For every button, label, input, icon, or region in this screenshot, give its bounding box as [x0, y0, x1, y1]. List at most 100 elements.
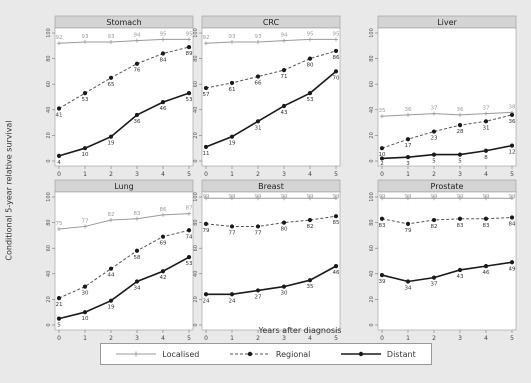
y-tick-label-lung-100: 100 — [46, 192, 52, 202]
data-label-stomach-distant-3: 36 — [134, 119, 141, 125]
y-tick-label-breast-20: 20 — [193, 296, 199, 302]
point-stomach-localised-2 — [109, 39, 113, 44]
data-label-prostate-localised-5: 99 — [509, 194, 516, 200]
x-tick-label-stomach-5: 5 — [187, 171, 191, 178]
x-axis-title: Years after diagnosis — [258, 326, 342, 335]
y-tick-label-liver-20: 20 — [369, 132, 375, 138]
data-label-prostate-localised-1: 99 — [405, 194, 412, 200]
y-tick-label-lung-80: 80 — [46, 219, 52, 225]
data-label-stomach-localised-5: 95 — [186, 31, 193, 37]
point-lung-localised-3 — [135, 216, 139, 221]
data-label-prostate-regional-0: 83 — [379, 223, 386, 229]
point-crc-distant-2 — [255, 119, 261, 124]
data-label-breast-localised-5: 99 — [333, 194, 340, 200]
point-breast-localised-2 — [256, 196, 260, 201]
point-lung-distant-5 — [186, 255, 192, 260]
point-lung-localised-0 — [57, 227, 61, 231]
data-label-stomach-regional-2: 65 — [108, 82, 115, 88]
point-liver-localised-0 — [380, 114, 384, 119]
point-liver-distant-0 — [379, 156, 385, 161]
data-label-breast-distant-4: 35 — [307, 284, 314, 290]
data-label-breast-regional-2: 77 — [255, 230, 262, 236]
data-label-liver-regional-4: 31 — [483, 125, 490, 131]
x-tick-label-prostate-1: 1 — [406, 335, 410, 342]
y-tick-label-stomach-80: 80 — [46, 55, 52, 61]
point-breast-regional-3 — [281, 220, 287, 225]
y-tick-label-lung-0: 0 — [46, 323, 52, 326]
panel-stomach: Stomach 0 20 40 60 80 100 0 1 2 3 4 5 92 93 93 94 95 95 41 5… — [46, 15, 194, 178]
data-label-lung-localised-4: 86 — [160, 207, 167, 213]
x-tick-label-prostate-0: 0 — [380, 335, 384, 342]
x-tick-label-liver-5: 5 — [510, 171, 514, 178]
x-tick-label-breast-4: 4 — [308, 335, 312, 342]
x-tick-label-breast-2: 2 — [256, 335, 260, 342]
data-label-prostate-localised-2: 99 — [431, 194, 438, 200]
data-label-liver-localised-4: 37 — [483, 106, 490, 112]
data-label-breast-localised-1: 99 — [229, 194, 236, 200]
plot-area-breast — [201, 191, 341, 331]
x-tick-label-liver-1: 1 — [406, 171, 410, 178]
data-label-crc-localised-1: 93 — [229, 34, 236, 40]
data-label-crc-distant-2: 31 — [255, 125, 262, 131]
legend-label-localised: Localised — [162, 349, 200, 359]
point-prostate-regional-4 — [483, 216, 489, 221]
data-label-prostate-regional-2: 82 — [431, 224, 438, 230]
point-prostate-regional-5 — [509, 215, 515, 220]
legend-symbol-regional — [229, 351, 270, 357]
point-liver-distant-2 — [431, 152, 437, 157]
point-crc-distant-4 — [307, 91, 313, 96]
point-crc-regional-2 — [255, 74, 261, 79]
data-label-crc-distant-1: 19 — [229, 141, 236, 147]
point-stomach-regional-0 — [56, 106, 62, 111]
point-prostate-distant-5 — [509, 260, 515, 265]
data-label-liver-distant-1: 3 — [406, 161, 410, 167]
point-prostate-localised-2 — [432, 196, 436, 201]
x-tick-label-liver-3: 3 — [458, 171, 462, 178]
point-stomach-distant-5 — [186, 91, 192, 96]
y-tick-label-stomach-100: 100 — [46, 28, 52, 38]
data-label-lung-distant-4: 42 — [160, 275, 167, 281]
point-breast-distant-5 — [333, 264, 339, 269]
point-lung-regional-3 — [134, 248, 140, 253]
point-lung-distant-4 — [160, 269, 166, 274]
y-tick-label-stomach-20: 20 — [46, 132, 52, 138]
point-stomach-localised-1 — [83, 39, 87, 44]
data-label-liver-regional-5: 36 — [509, 119, 516, 125]
point-liver-distant-5 — [509, 143, 515, 148]
x-tick-label-crc-0: 0 — [204, 171, 208, 178]
point-breast-localised-3 — [282, 196, 286, 201]
panel-title-lung: Lung — [114, 182, 134, 191]
x-tick-label-crc-1: 1 — [230, 171, 234, 178]
legend-symbol-localised — [116, 351, 157, 357]
series-line-breast-distant — [206, 265, 337, 296]
point-breast-localised-1 — [230, 196, 234, 201]
y-tick-label-crc-0: 0 — [193, 159, 199, 162]
point-liver-localised-1 — [406, 112, 410, 117]
data-label-lung-distant-2: 19 — [108, 305, 115, 311]
data-label-breast-localised-0: 99 — [203, 194, 210, 200]
data-label-breast-regional-3: 80 — [281, 227, 288, 233]
point-stomach-localised-4 — [161, 37, 165, 42]
x-tick-label-crc-5: 5 — [334, 171, 338, 178]
point-liver-regional-3 — [457, 123, 463, 128]
data-label-prostate-regional-3: 83 — [457, 223, 464, 229]
data-label-liver-distant-5: 12 — [509, 150, 516, 156]
point-breast-localised-4 — [308, 196, 312, 201]
x-tick-label-lung-0: 0 — [57, 335, 61, 342]
point-breast-localised-0 — [204, 196, 208, 201]
point-crc-regional-0 — [203, 85, 209, 91]
data-label-prostate-distant-2: 37 — [431, 282, 438, 288]
data-label-crc-localised-0: 92 — [203, 35, 210, 41]
point-crc-localised-1 — [230, 39, 234, 44]
point-lung-distant-2 — [108, 298, 114, 303]
data-label-liver-localised-5: 38 — [509, 104, 516, 110]
point-liver-localised-2 — [432, 111, 436, 116]
point-prostate-regional-2 — [431, 217, 437, 223]
x-tick-label-breast-0: 0 — [204, 335, 208, 342]
data-label-lung-regional-5: 74 — [186, 234, 193, 240]
series-line-lung-localised — [58, 213, 190, 230]
legend: Localised Regional Distant — [100, 343, 432, 365]
series-line-crc-distant — [205, 70, 337, 148]
